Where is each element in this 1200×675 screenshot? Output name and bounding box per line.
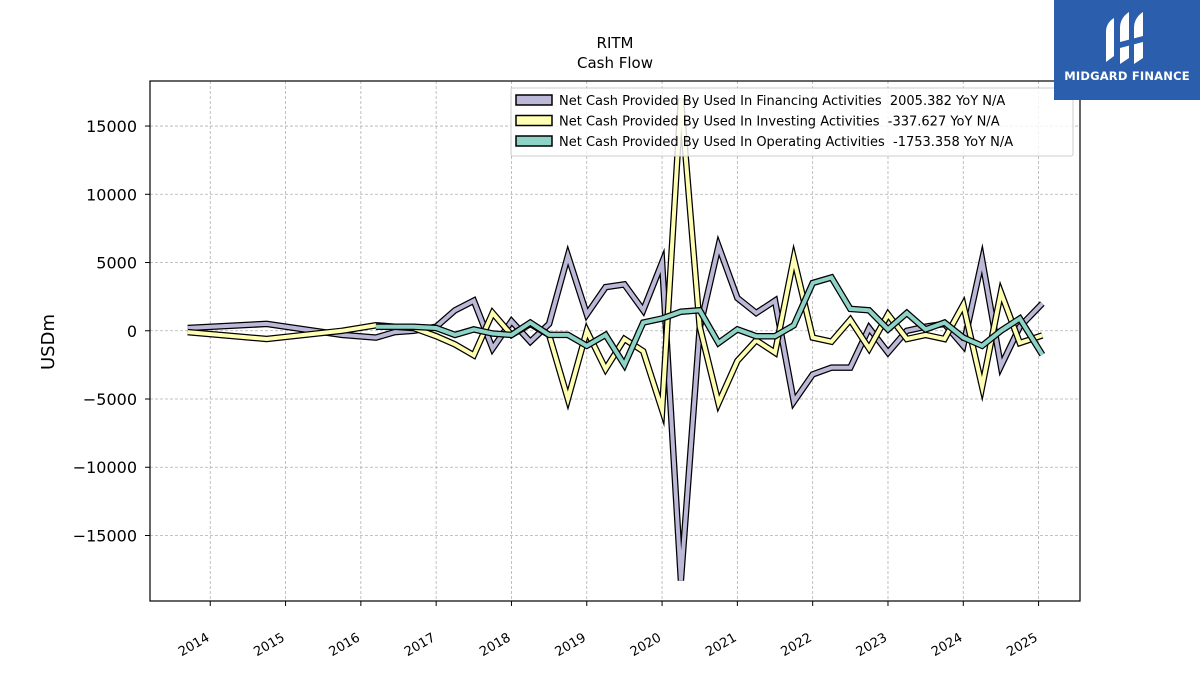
x-tick-label: 2024 bbox=[929, 630, 965, 660]
series-line-operating bbox=[375, 275, 1044, 370]
legend-label-investing: Net Cash Provided By Used In Investing A… bbox=[559, 115, 1000, 130]
legend-label-financing: Net Cash Provided By Used In Financing A… bbox=[559, 94, 1005, 109]
axis-ticks: 15000 10000 5000 0 −5000 −10000 −15000 2014 2015… bbox=[73, 117, 1041, 660]
y-tick-label: −10000 bbox=[73, 458, 137, 477]
grid bbox=[150, 81, 1080, 601]
series-line-financing bbox=[187, 239, 1044, 581]
legend-box bbox=[510, 87, 1074, 157]
x-tick-label: 2019 bbox=[553, 630, 589, 660]
series-lines bbox=[187, 98, 1046, 581]
chart-subtitle: Cash Flow bbox=[577, 54, 653, 72]
brand-logo: MIDGARD FINANCE bbox=[1054, 0, 1200, 100]
legend-swatch-operating bbox=[515, 135, 553, 147]
legend: Net Cash Provided By Used In Financing A… bbox=[510, 87, 1074, 157]
series-outline-financing bbox=[187, 234, 1045, 581]
x-tick-label: 2025 bbox=[1004, 630, 1040, 660]
x-tick-label: 2021 bbox=[703, 630, 739, 660]
x-tick-label: 2023 bbox=[854, 630, 890, 660]
x-tick-label: 2015 bbox=[251, 630, 287, 660]
y-tick-label: 5000 bbox=[96, 254, 137, 273]
brand-name: MIDGARD FINANCE bbox=[1064, 69, 1190, 83]
x-tick-label: 2020 bbox=[628, 630, 664, 660]
y-tick-label: −15000 bbox=[73, 526, 137, 545]
plot-frame bbox=[149, 80, 1081, 602]
x-tick-label: 2018 bbox=[477, 630, 513, 660]
y-tick-label: 0 bbox=[127, 322, 137, 341]
legend-swatch-investing bbox=[515, 114, 553, 127]
y-axis-label: USDm bbox=[38, 314, 59, 370]
x-tick-label: 2016 bbox=[327, 630, 363, 660]
chart-title: RITM bbox=[597, 34, 634, 52]
y-tick-label: 15000 bbox=[86, 117, 137, 136]
legend-label-operating: Net Cash Provided By Used In Operating A… bbox=[559, 135, 1013, 150]
brand-mark-icon bbox=[1106, 12, 1143, 64]
legend-swatch-financing bbox=[515, 94, 553, 106]
x-tick-label: 2022 bbox=[779, 630, 815, 660]
y-tick-label: 10000 bbox=[86, 185, 137, 204]
y-tick-label: −5000 bbox=[83, 390, 137, 409]
x-tick-label: 2014 bbox=[176, 630, 212, 660]
x-tick-label: 2017 bbox=[402, 630, 438, 660]
